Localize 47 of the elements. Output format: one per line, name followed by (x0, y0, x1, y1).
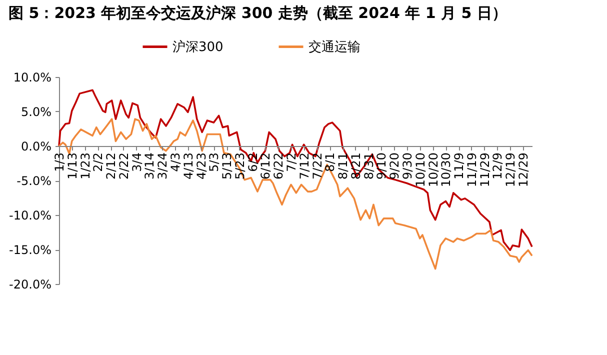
x-tick-label: 2/2 (91, 152, 106, 172)
x-tick-label: 3/4 (130, 152, 144, 172)
x-tick-label: 12/9 (490, 152, 505, 180)
x-tick-label: 8/31 (362, 152, 376, 180)
x-tick-label: 4/13 (181, 152, 196, 180)
x-tick-label: 12/29 (516, 152, 530, 188)
y-tick-label: 0.0% (21, 140, 52, 154)
x-tick-label: 2/12 (104, 152, 118, 180)
x-tick-label: 7/2 (284, 152, 298, 172)
y-tick-label: 10.0% (13, 70, 52, 84)
x-tick-label: 4/3 (168, 152, 182, 172)
x-tick-label: 10/20 (426, 152, 440, 188)
y-tick-label: -15.0% (9, 243, 52, 257)
x-tick-label: 5/13 (220, 152, 234, 180)
legend-label: 沪深300 (172, 38, 224, 55)
x-tick-label: 11/9 (452, 152, 466, 180)
x-tick-label: 5/23 (232, 152, 247, 180)
x-tick-label: 8/11 (336, 152, 350, 180)
x-tick-label: 2/22 (116, 152, 131, 180)
x-tick-label: 6/12 (258, 152, 273, 180)
legend-label: 交通运输 (308, 38, 360, 55)
x-tick-label: 1/23 (78, 152, 92, 180)
x-tick-label: 6/2 (246, 152, 260, 172)
x-tick-label: 6/22 (272, 152, 286, 180)
x-tick-label: 9/10 (374, 152, 389, 180)
x-tick-label: 11/29 (478, 152, 492, 188)
x-tick-label: 3/14 (142, 152, 157, 180)
y-tick-label: -20.0% (9, 278, 52, 292)
chart-title: 图 5：2023 年初至今交运及沪深 300 走势（截至 2024 年 1 月 5 日） (8, 4, 507, 22)
x-tick-label: 10/10 (413, 152, 428, 188)
x-tick-label: 11/19 (464, 152, 479, 188)
x-tick-label: 1/13 (65, 152, 80, 180)
x-tick-label: 1/3 (52, 152, 66, 172)
x-tick-label: 9/20 (388, 152, 402, 180)
x-tick-label: 8/21 (348, 152, 363, 180)
x-tick-label: 9/30 (400, 152, 414, 180)
x-tick-label: 3/24 (156, 152, 170, 180)
x-tick-label: 10/30 (439, 152, 454, 188)
x-tick-label: 12/19 (504, 152, 518, 188)
x-tick-label: 4/23 (194, 152, 208, 180)
y-tick-label: 5.0% (21, 105, 52, 119)
y-tick-label: -10.0% (9, 208, 52, 222)
x-tick-label: 7/12 (297, 152, 312, 180)
x-tick-label: 8/1 (323, 152, 338, 172)
x-tick-label: 7/22 (310, 152, 324, 180)
y-tick-label: -5.0% (16, 174, 52, 188)
x-tick-label: 5/3 (207, 152, 222, 172)
